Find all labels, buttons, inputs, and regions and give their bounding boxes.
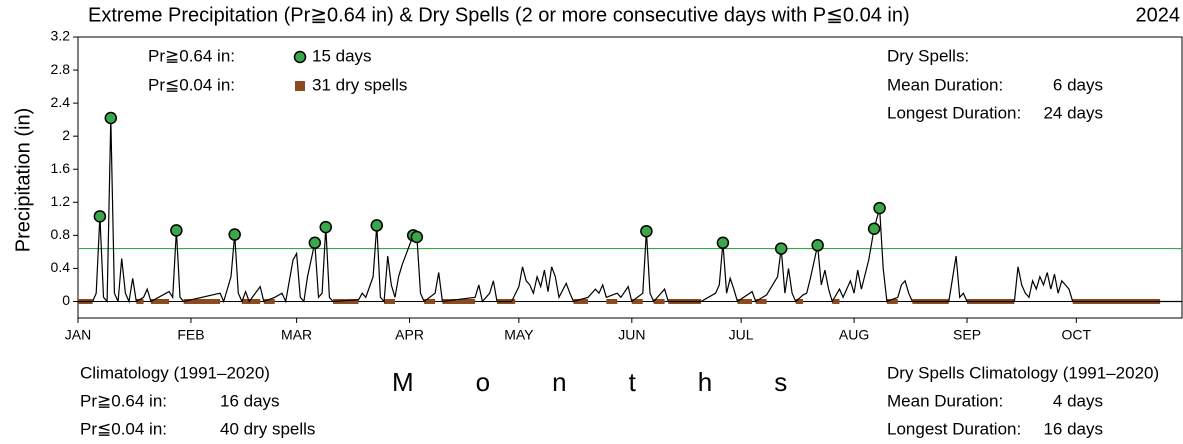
- y-tick-label: 0.4: [51, 259, 71, 275]
- dry-spell: [573, 298, 589, 304]
- clim-value: 40 dry spells: [220, 419, 315, 438]
- dry-spell: [442, 298, 476, 304]
- x-tick-label: SEP: [953, 327, 981, 343]
- y-axis-label: Precipitation (in): [12, 108, 34, 253]
- y-tick-label: 0: [62, 292, 70, 308]
- extreme-point: [774, 242, 788, 255]
- plot-frame: [77, 36, 1183, 319]
- dry-spell: [183, 298, 221, 304]
- dry-spell: [795, 298, 804, 304]
- extreme-point: [370, 219, 384, 232]
- y-tick-label: 2: [62, 127, 70, 143]
- stats-label: Longest Duration:: [887, 103, 1021, 122]
- x-tick-label: JUN: [618, 327, 645, 343]
- dry-spell: [653, 298, 665, 304]
- clim-value: 16 days: [220, 391, 280, 410]
- dry-clim-label: Mean Duration:: [887, 391, 1003, 410]
- y-tick-label: 1.2: [51, 193, 71, 209]
- dry-spell: [241, 298, 261, 304]
- dry-spell: [384, 298, 395, 304]
- dry-clim-value: 16 days: [1043, 419, 1103, 438]
- x-tick-label: APR: [395, 327, 424, 343]
- x-tick-label: AUG: [839, 327, 869, 343]
- clim-label: Pr≦0.04 in:: [80, 419, 167, 438]
- dry-spell: [333, 298, 359, 304]
- extreme-point: [811, 239, 824, 252]
- precip-line: [78, 117, 1182, 304]
- extreme-point: [170, 224, 183, 237]
- y-tick-label: 1.6: [51, 160, 71, 176]
- dry-spell: [631, 298, 643, 304]
- legend-text: 15 days: [312, 46, 372, 65]
- x-axis-label: Months: [392, 367, 849, 397]
- year: 2024: [1136, 4, 1181, 26]
- legend-label: Pr≦0.04 in:: [148, 75, 235, 94]
- extreme-point: [640, 224, 653, 238]
- y-tick-label: 3.2: [51, 28, 71, 44]
- x-tick-label: MAR: [281, 327, 312, 343]
- dry-spell: [737, 298, 753, 304]
- legend-text: 31 dry spells: [312, 75, 407, 94]
- stats-label: Mean Duration:: [887, 75, 1003, 94]
- dry-spell: [263, 298, 275, 304]
- y-tick-label: 2.8: [51, 61, 71, 77]
- extreme-point: [873, 201, 886, 215]
- clim-title: Climatology (1991–2020): [80, 363, 270, 382]
- x-tick-label: JAN: [65, 327, 91, 343]
- x-tick-label: FEB: [177, 327, 204, 343]
- dry-spell: [136, 298, 144, 304]
- extreme-point: [410, 230, 424, 244]
- stats-value: 24 days: [1043, 103, 1103, 122]
- legend-swatch: [295, 81, 305, 91]
- extreme-point: [867, 222, 881, 235]
- clim-label: Pr≧0.64 in:: [80, 391, 167, 410]
- extreme-point: [93, 210, 107, 223]
- dry-clim-value: 4 days: [1053, 391, 1103, 410]
- dry-clim-label: Longest Duration:: [887, 419, 1021, 438]
- legend-label: Pr≧0.64 in:: [148, 46, 235, 65]
- x-tick-label: OCT: [1062, 327, 1092, 343]
- chart-title: Extreme Precipitation (Pr≧0.64 in) & Dry…: [88, 4, 910, 26]
- y-tick-label: 0.8: [51, 226, 71, 242]
- stats-value: 6 days: [1053, 75, 1103, 94]
- extreme-point: [228, 228, 241, 241]
- legend-swatch: [293, 50, 307, 64]
- dry-spell: [886, 298, 898, 304]
- dry-spell: [832, 298, 840, 304]
- extreme-point: [308, 236, 322, 250]
- extreme-point: [716, 236, 730, 250]
- x-tick-label: JUL: [729, 327, 754, 343]
- extreme-point: [104, 111, 118, 125]
- dry-spell: [150, 298, 170, 304]
- x-tick-label: MAY: [504, 327, 534, 343]
- dry-spell: [755, 298, 767, 304]
- dry-spell: [424, 298, 436, 304]
- stats-title: Dry Spells:: [887, 46, 969, 65]
- extreme-point: [319, 220, 333, 234]
- y-tick-label: 2.4: [51, 94, 71, 110]
- dry-spell: [606, 298, 618, 304]
- dry-clim-title: Dry Spells Climatology (1991–2020): [887, 363, 1159, 382]
